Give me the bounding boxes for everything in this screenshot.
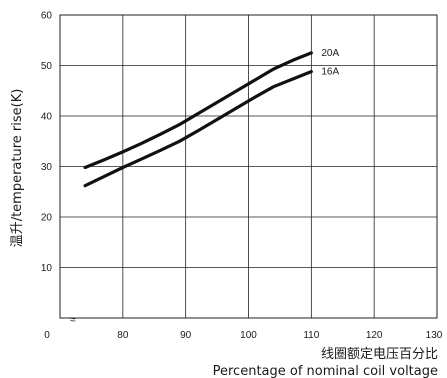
y-tick-label: 10 [41, 263, 53, 274]
x-tick-label: 90 [180, 330, 192, 341]
plot-border [59, 14, 438, 319]
grid-lines [60, 15, 437, 318]
x-tick-label: 100 [240, 330, 257, 341]
y-tick-label: 40 [41, 112, 53, 123]
x-tick-label: 130 [426, 330, 443, 341]
x-tick-label: 80 [117, 330, 129, 341]
series-line-20a [83, 51, 313, 170]
y-tick-label: 20 [41, 213, 53, 224]
series-labels: 20A 16A [321, 48, 339, 78]
plot-frame [59, 14, 438, 319]
x-axis-label-chinese: 线圈额定电压百分比 [321, 347, 438, 362]
y-tick-label: 50 [41, 61, 53, 72]
y-axis-label: 温升/temperature rise(K) [10, 89, 25, 248]
x-tick-label: 110 [303, 330, 319, 341]
x-tick-label: 0 [44, 330, 50, 341]
series-lines [83, 51, 313, 188]
y-tick-label: 60 [41, 11, 53, 22]
series-line-16a [83, 69, 313, 188]
series-label-16a: 16A [321, 67, 339, 78]
series-label-20a: 20A [321, 48, 339, 59]
axis-break-marker: ≈ [70, 315, 76, 326]
y-tick-labels: 10 20 30 40 50 60 [41, 11, 53, 275]
x-tick-labels: 0 80 90 100 110 120 130 [44, 330, 443, 341]
y-tick-label: 30 [41, 162, 53, 173]
x-axis-label-english: Percentage of nominal coil voltage [213, 364, 438, 378]
x-tick-label: 120 [366, 330, 383, 341]
